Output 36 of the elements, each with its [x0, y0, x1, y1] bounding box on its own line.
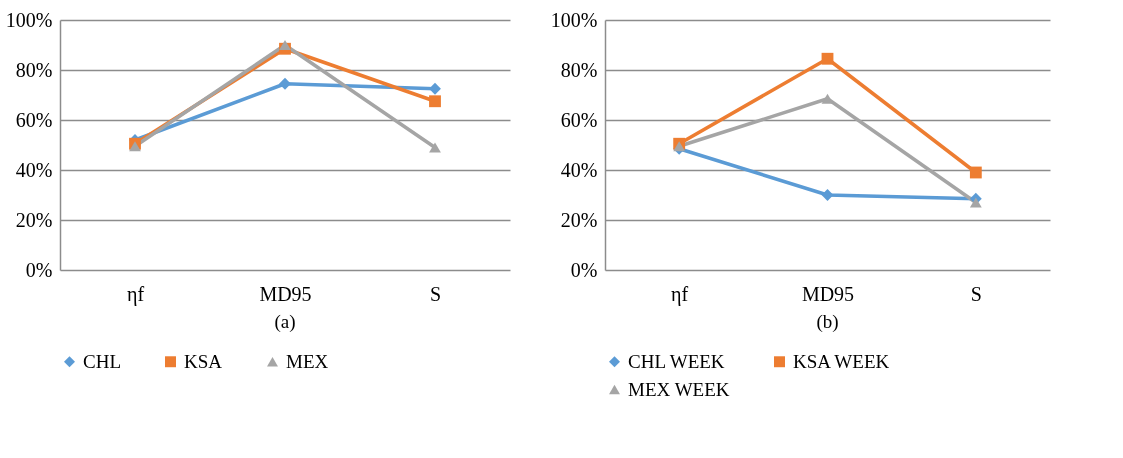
point	[429, 142, 441, 153]
point	[429, 95, 441, 108]
x-tick-label: MD95	[259, 282, 312, 305]
point	[129, 141, 141, 152]
y-tick-label: 60%	[560, 108, 598, 131]
text: (a)	[274, 311, 296, 333]
x-tick-label: ηf	[126, 282, 145, 306]
y-tick-label: 0%	[25, 258, 53, 281]
legend-label: MEX	[286, 350, 329, 372]
legend-label: CHL WEEK	[628, 350, 725, 372]
legend-label: KSA WEEK	[793, 350, 890, 372]
y-tick-label: 80%	[560, 58, 598, 81]
x-tick-label: S	[429, 282, 442, 305]
y-tick-label: 20%	[560, 208, 598, 231]
x-tick-label: ηf	[671, 282, 689, 306]
point	[821, 52, 834, 65]
point	[279, 77, 291, 90]
y-tick-label: 100%	[550, 8, 598, 31]
point	[969, 166, 982, 179]
point	[969, 197, 982, 208]
y-tick-label: 40%	[15, 158, 53, 181]
point	[821, 189, 834, 201]
y-tick-label: 20%	[15, 208, 53, 231]
legend-label: MEX WEEK	[628, 378, 730, 400]
y-tick-label: 0%	[570, 258, 598, 281]
y-tick-label: 100%	[5, 8, 53, 31]
y-tick-label: 40%	[560, 158, 598, 181]
legend-label: KSA	[184, 350, 223, 372]
x-tick-label: MD95	[801, 282, 855, 305]
x-tick-label: S	[970, 282, 982, 305]
point	[429, 82, 441, 95]
y-tick-label: 80%	[15, 58, 53, 81]
text: (b)	[816, 311, 839, 333]
legend-label: CHL	[83, 350, 121, 372]
y-tick-label: 60%	[15, 108, 53, 131]
point	[279, 39, 291, 51]
